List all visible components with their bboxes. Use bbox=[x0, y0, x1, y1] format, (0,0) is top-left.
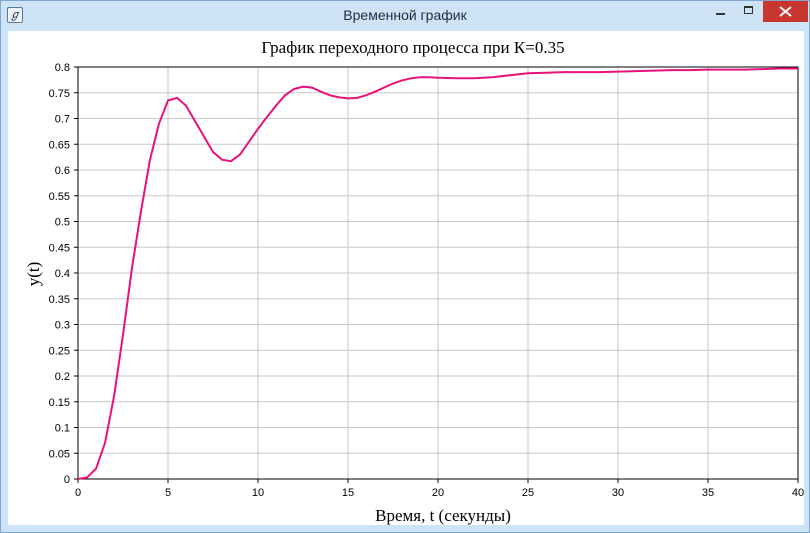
chart-area: График переходного процесса при К=0.35 0… bbox=[8, 31, 804, 525]
y-tick-label: 0.6 bbox=[55, 165, 70, 177]
y-tick-label: 0 bbox=[64, 474, 70, 486]
y-tick-label: 0.3 bbox=[55, 320, 70, 332]
x-tick-label: 0 bbox=[75, 487, 81, 499]
y-tick-label: 0.05 bbox=[49, 448, 70, 460]
y-tick-label: 0.1 bbox=[55, 423, 70, 435]
minimize-icon bbox=[716, 13, 725, 15]
y-tick-label: 0.7 bbox=[55, 114, 70, 126]
x-tick-label: 25 bbox=[522, 487, 534, 499]
x-tick-label: 30 bbox=[612, 487, 624, 499]
maximize-button[interactable] bbox=[736, 1, 762, 22]
x-axis-ticks: 0 5 10 15 20 25 30 35 40 bbox=[75, 479, 804, 499]
close-button[interactable] bbox=[763, 1, 808, 22]
x-tick-label: 5 bbox=[165, 487, 171, 499]
y-axis-ticks: 0 0.05 0.1 0.15 0.2 0.25 0.3 0.35 0.4 0.45 0.5 0.55… bbox=[49, 62, 78, 486]
y-tick-label: 0.5 bbox=[55, 217, 70, 229]
y-tick-label: 0.8 bbox=[55, 62, 70, 74]
x-tick-label: 35 bbox=[702, 487, 714, 499]
y-tick-label: 0.75 bbox=[49, 88, 70, 100]
y-tick-label: 0.65 bbox=[49, 139, 70, 151]
title-bar[interactable]: ℊ Временной график bbox=[1, 1, 809, 31]
graph-icon[interactable]: ℊ bbox=[7, 7, 23, 23]
x-tick-label: 15 bbox=[342, 487, 354, 499]
y-tick-label: 0.15 bbox=[49, 397, 70, 409]
y-tick-label: 0.4 bbox=[55, 268, 70, 280]
y-tick-label: 0.25 bbox=[49, 345, 70, 357]
window-title: Временной график bbox=[343, 7, 467, 23]
x-axis-label: Время, t (секунды) bbox=[375, 506, 511, 525]
y-tick-label: 0.35 bbox=[49, 294, 70, 306]
series-line bbox=[77, 67, 798, 480]
chart-title: График переходного процесса при К=0.35 bbox=[261, 38, 564, 57]
maximize-icon bbox=[744, 6, 753, 14]
x-tick-label: 20 bbox=[432, 487, 444, 499]
x-tick-label: 10 bbox=[252, 487, 264, 499]
y-tick-label: 0.55 bbox=[49, 191, 70, 203]
transient-response-chart: График переходного процесса при К=0.35 0… bbox=[24, 38, 804, 525]
x-tick-label: 40 bbox=[792, 487, 804, 499]
minimize-button[interactable] bbox=[706, 1, 736, 22]
grid-lines bbox=[77, 66, 799, 480]
y-tick-label: 0.2 bbox=[55, 371, 70, 383]
y-tick-label: 0.45 bbox=[49, 242, 70, 254]
close-icon bbox=[779, 6, 792, 17]
y-axis-label: y(t) bbox=[24, 262, 43, 287]
